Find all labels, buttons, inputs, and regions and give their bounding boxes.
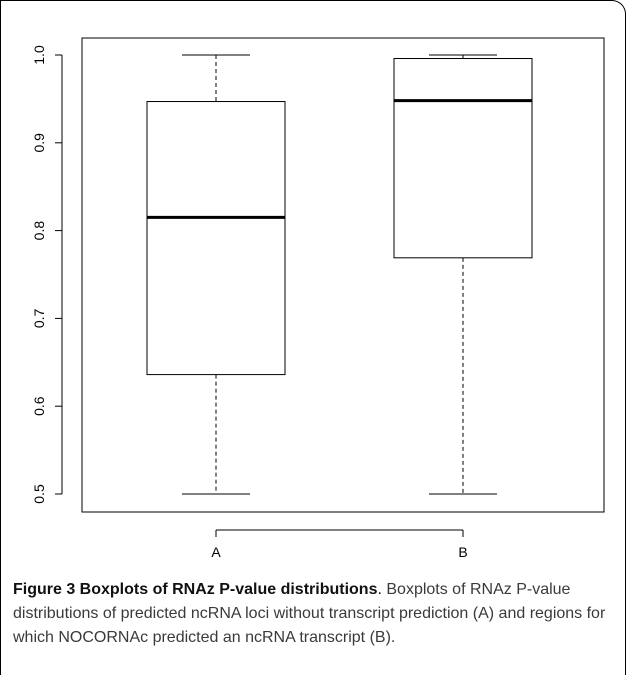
y-axis: 0.5 0.6 0.7 0.8 0.9 1.0 — [31, 45, 63, 504]
plot-area-border — [81, 37, 605, 513]
y-tick-label: 0.9 — [31, 133, 47, 153]
iqr-box — [146, 101, 286, 376]
iqr-box — [393, 58, 533, 259]
caption-body: Boxplots of RNAz P-value distributions o… — [13, 581, 606, 646]
box-b — [393, 54, 533, 495]
y-tick-label: 0.6 — [31, 396, 47, 416]
boxes — [146, 54, 533, 495]
caption-separator: . — [377, 581, 382, 598]
y-tick-label: 0.5 — [31, 484, 47, 504]
x-tick-label: A — [211, 544, 221, 560]
y-tick-label: 1.0 — [31, 45, 47, 65]
y-tick-label: 0.8 — [31, 221, 47, 241]
figure-caption: Figure 3 Boxplots of RNAz P-value distri… — [13, 578, 613, 650]
box-a — [146, 54, 286, 495]
caption-title: Figure 3 Boxplots of RNAz P-value distri… — [13, 581, 378, 598]
x-tick-label: B — [458, 544, 467, 560]
y-tick-label: 0.7 — [31, 308, 47, 328]
